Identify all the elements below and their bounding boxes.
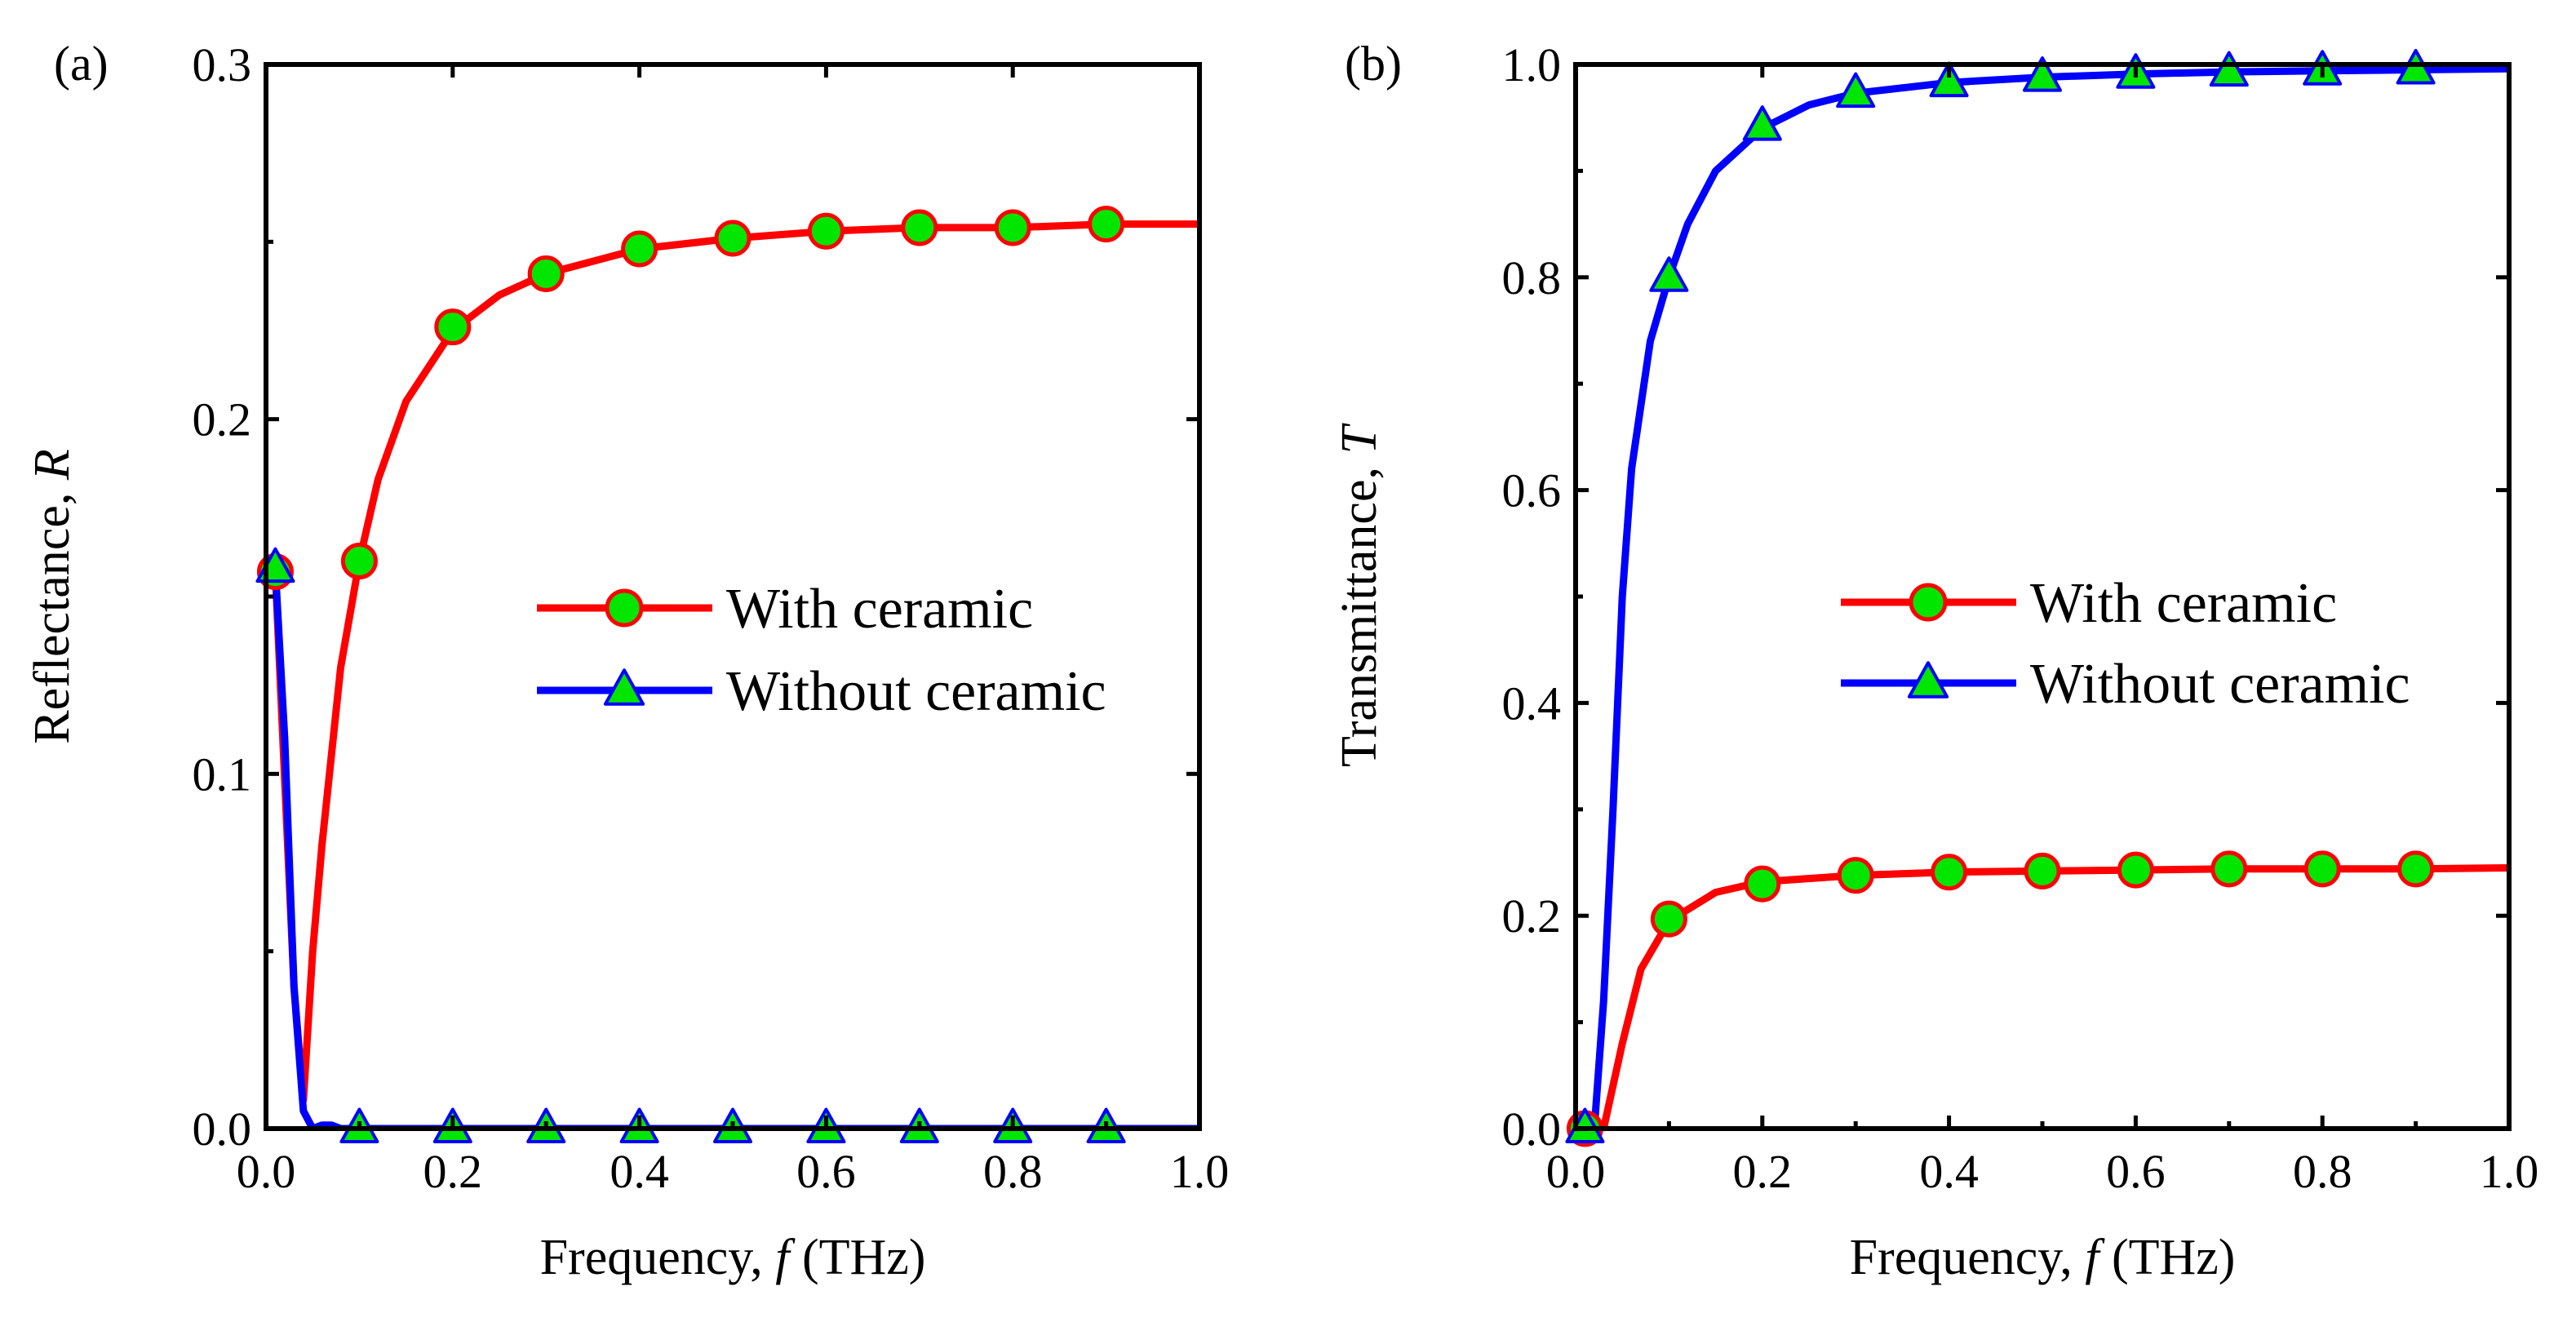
data-point-with-ceramic [2397, 850, 2435, 888]
x-tick-label: 0.0 [237, 1145, 296, 1198]
data-point-with-ceramic [2024, 852, 2061, 889]
data-point-with-ceramic [2210, 850, 2248, 888]
data-point-without-ceramic [2209, 51, 2249, 87]
y-tick-label: 0.1 [193, 748, 252, 801]
x-tick-label: 0.8 [2293, 1145, 2352, 1198]
x-axis-title: Frequency, f (THz) [1850, 1230, 2236, 1285]
data-point-with-ceramic [340, 543, 378, 580]
data-point-with-ceramic [621, 230, 658, 268]
x-tick-label: 0.4 [1919, 1145, 1979, 1198]
legend-label-without-ceramic: Without ceramic [2030, 653, 2410, 716]
x-tick-label: 0.6 [796, 1145, 856, 1198]
data-point-with-ceramic [2303, 850, 2341, 888]
chart-panel-b: 0.0 0.2 0.4 0.6 0.8 1.0 0.0 0.2 0.4 0.6 0.8 1.0 Freq… [1332, 37, 2538, 1285]
x-tick-label: 0.4 [610, 1145, 669, 1198]
data-point-with-ceramic [527, 255, 565, 292]
data-point-with-ceramic [807, 212, 845, 250]
data-point-with-ceramic [1931, 854, 1968, 891]
y-tick-label: 0.3 [193, 38, 252, 91]
data-point-with-ceramic [1088, 206, 1125, 243]
x-tick-label: 0.2 [1733, 1145, 1793, 1198]
x-tick-label: 1.0 [2480, 1145, 2539, 1198]
legend-label-without-ceramic: Without ceramic [726, 660, 1106, 723]
series-line-with-ceramic [1581, 864, 2509, 1129]
x-tick-label: 0.2 [423, 1145, 483, 1198]
data-point-with-ceramic [1837, 857, 1874, 894]
x-axis-title: Frequency, f (THz) [540, 1230, 926, 1285]
legend-marker-without-ceramic [1907, 661, 1949, 699]
data-point-with-ceramic [994, 209, 1031, 246]
data-point-with-ceramic [714, 220, 752, 257]
legend-marker-without-ceramic [603, 668, 645, 706]
y-tick-label: 0.4 [1502, 677, 1562, 730]
data-point-without-ceramic [1649, 256, 1689, 292]
data-point-without-ceramic [1929, 61, 1969, 98]
y-tick-label: 0.8 [1502, 251, 1562, 304]
data-point-without-ceramic [1742, 105, 1782, 141]
y-axis-title: Transmittance, T [1332, 423, 1387, 767]
legend: With ceramic Without ceramic [1841, 572, 2410, 716]
panel-label: (b) [1345, 37, 1402, 91]
legend-marker-with-ceramic [1909, 583, 1948, 622]
data-point-without-ceramic [1836, 72, 1876, 109]
x-tick-label: 1.0 [1170, 1145, 1230, 1198]
chart-panel-a: 0.0 0.2 0.4 0.6 0.8 1.0 0.0 0.1 0.2 0.3 Frequency,… [24, 37, 1229, 1285]
y-tick-label: 0.2 [1502, 889, 1562, 943]
series-line-without-ceramic [271, 564, 1199, 1129]
y-tick-label: 0.2 [193, 393, 252, 446]
legend: With ceramic Without ceramic [537, 578, 1106, 723]
y-tick-label: 0.0 [193, 1102, 252, 1156]
legend-label-with-ceramic: With ceramic [726, 578, 1033, 641]
data-point-with-ceramic [2117, 851, 2154, 889]
x-tick-label: 0.8 [983, 1145, 1043, 1198]
y-tick-label: 0.0 [1502, 1102, 1562, 1156]
data-point-with-ceramic [434, 308, 472, 346]
y-tick-label: 0.6 [1502, 464, 1562, 517]
x-tick-label: 0.6 [2106, 1145, 2166, 1198]
data-point-with-ceramic [901, 209, 938, 246]
data-point-without-ceramic [2023, 56, 2062, 92]
y-tick-label: 1.0 [1502, 38, 1562, 91]
x-tick-label: 0.0 [1546, 1145, 1606, 1198]
series-line-without-ceramic [1581, 64, 2509, 1129]
data-point-with-ceramic [1744, 865, 1781, 903]
legend-label-with-ceramic: With ceramic [2030, 572, 2337, 635]
data-point-with-ceramic [1650, 900, 1687, 938]
legend-marker-with-ceramic [605, 588, 644, 628]
panel-label: (a) [54, 37, 109, 91]
y-axis-title: Reflectance, R [24, 449, 80, 743]
